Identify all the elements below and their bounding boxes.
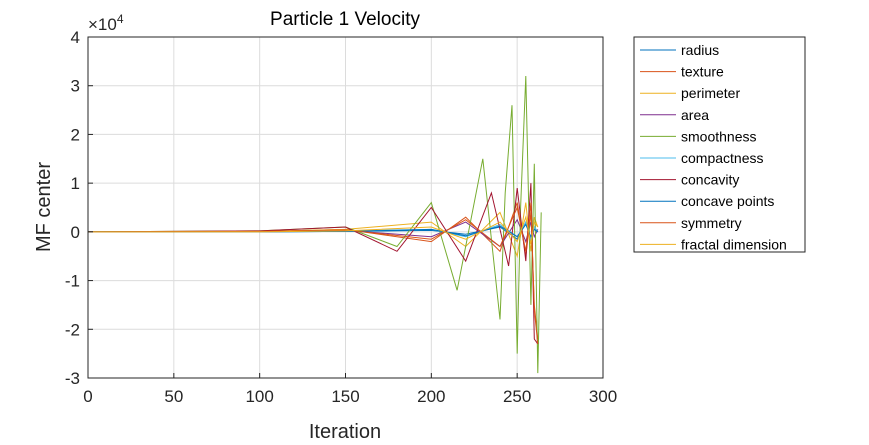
legend-label: smoothness bbox=[681, 128, 756, 144]
legend-label: symmetry bbox=[681, 215, 742, 231]
legend-label: compactness bbox=[681, 150, 763, 166]
axis-ticks: 0 50 100 150 200 250 300 -3 -2 -1 0 1 2 3 4 bbox=[65, 28, 617, 406]
legend-label: texture bbox=[681, 64, 724, 80]
legend: radius texture perimeter area smoothness comp… bbox=[633, 36, 806, 253]
y-tick-label: 1 bbox=[71, 174, 80, 193]
x-axis-label: Iteration bbox=[309, 421, 381, 443]
y-axis-label: MF center bbox=[33, 162, 55, 252]
series-line-fractal-dimension bbox=[88, 215, 539, 245]
y-tick-label: 4 bbox=[71, 28, 80, 47]
x-tick-label: 100 bbox=[245, 387, 273, 406]
series-line-concavity bbox=[87, 183, 539, 345]
chart-title: Particle 1 Velocity bbox=[270, 9, 420, 30]
x-tick-label: 200 bbox=[417, 387, 445, 406]
x-tick-label: 0 bbox=[83, 387, 92, 406]
y-exponent-label: ×104 bbox=[88, 12, 124, 34]
y-tick-label: -3 bbox=[65, 369, 80, 388]
legend-label: concavity bbox=[681, 172, 739, 188]
legend-label: perimeter bbox=[681, 85, 740, 101]
legend-label: radius bbox=[681, 42, 719, 58]
x-tick-label: 150 bbox=[331, 387, 359, 406]
x-tick-label: 300 bbox=[589, 387, 617, 406]
legend-label: area bbox=[681, 107, 709, 123]
y-tick-label: 3 bbox=[71, 77, 80, 96]
series-lines bbox=[87, 75, 542, 374]
y-tick-label: 2 bbox=[71, 125, 80, 144]
y-tick-label: -1 bbox=[65, 272, 80, 291]
y-tick-label: -2 bbox=[65, 320, 80, 339]
x-tick-label: 50 bbox=[164, 387, 183, 406]
legend-label: concave points bbox=[681, 193, 774, 209]
x-tick-label: 250 bbox=[503, 387, 531, 406]
legend-box bbox=[633, 36, 806, 253]
y-tick-label: 0 bbox=[71, 223, 80, 242]
legend-label: fractal dimension bbox=[681, 236, 787, 252]
